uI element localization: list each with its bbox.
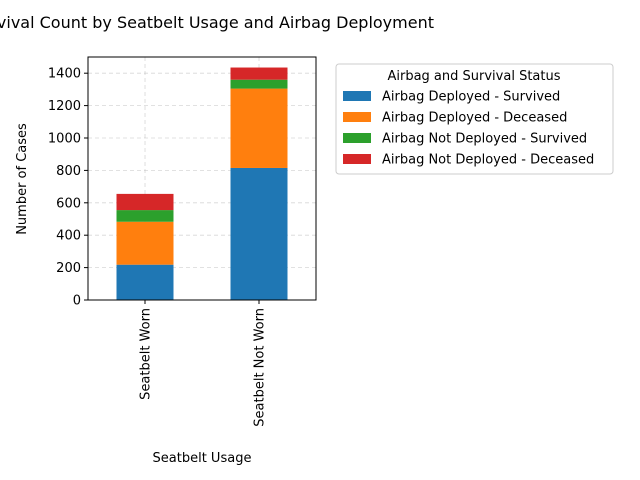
bar-segment — [230, 167, 288, 300]
y-tick-label: 0 — [73, 294, 81, 309]
y-tick-label: 400 — [56, 229, 81, 244]
legend-entry: Airbag Not Deployed - Deceased — [382, 153, 594, 168]
x-tick-label: Seatbelt Not Worn — [253, 308, 268, 427]
legend-entry: Airbag Deployed - Deceased — [382, 111, 567, 126]
x-tick-label: Seatbelt Worn — [139, 308, 154, 400]
legend-swatch — [343, 112, 371, 122]
legend-box — [335, 63, 614, 175]
bar-segment — [230, 67, 288, 80]
bar-segment — [116, 221, 174, 265]
bar-segment — [116, 193, 174, 211]
legend-swatch — [343, 91, 371, 101]
y-tick-label: 200 — [56, 261, 81, 276]
y-axis-label: Number of Cases — [15, 123, 30, 235]
bar-segment — [116, 264, 174, 300]
legend: Airbag and Survival Status Airbag Deploy… — [335, 63, 614, 175]
y-tick-label: 1400 — [48, 67, 81, 82]
legend-swatch — [343, 133, 371, 143]
x-axis: Seatbelt Worn Seatbelt Not Worn — [139, 300, 268, 427]
bar-segment — [230, 79, 288, 89]
y-tick-label: 800 — [56, 164, 81, 179]
legend-title: Airbag and Survival Status — [387, 69, 560, 84]
legend-swatch — [343, 154, 371, 164]
y-axis: 0 200 400 600 800 1000 1200 1400 — [48, 67, 88, 309]
y-tick-label: 600 — [56, 196, 81, 211]
chart-title: Survival Count by Seatbelt Usage and Air… — [0, 13, 434, 32]
legend-entry: Airbag Not Deployed - Survived — [382, 132, 587, 147]
plot-frame — [87, 56, 317, 301]
y-tick-label: 1200 — [48, 99, 81, 114]
legend-entry: Airbag Deployed - Survived — [382, 90, 560, 105]
y-tick-label: 1000 — [48, 132, 81, 147]
x-axis-label: Seatbelt Usage — [153, 451, 252, 466]
bar-segment — [230, 88, 288, 168]
bar-segment — [116, 210, 174, 222]
bars-group — [116, 67, 288, 300]
